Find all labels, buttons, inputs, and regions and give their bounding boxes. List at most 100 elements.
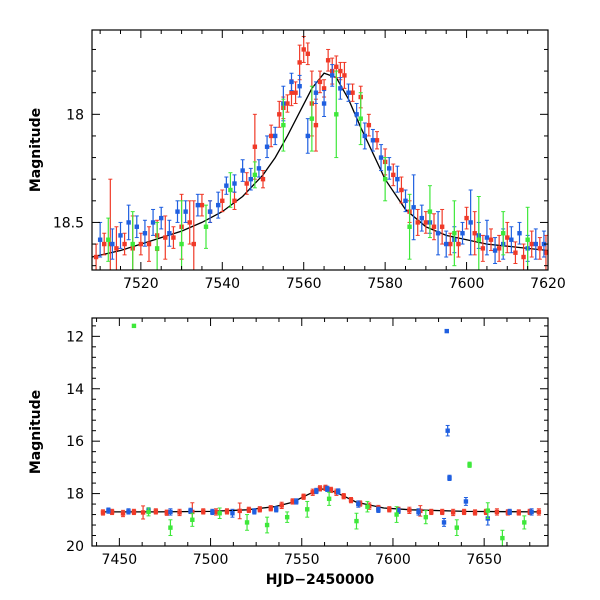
data-point <box>207 209 213 214</box>
data-point <box>484 235 490 240</box>
data-point <box>183 209 188 214</box>
data-point <box>354 112 359 117</box>
data-point <box>423 220 429 225</box>
y-axis-label: Magnitude <box>28 390 44 474</box>
data-point <box>297 60 302 65</box>
data-point <box>488 237 494 242</box>
data-point <box>348 497 354 503</box>
data-point <box>237 508 242 514</box>
data-point <box>305 51 310 56</box>
data-point <box>378 155 384 160</box>
data-point <box>199 202 205 208</box>
data-point <box>325 58 331 63</box>
x-tick-label: 7550 <box>284 552 320 568</box>
x-tick-label: 7450 <box>102 552 138 568</box>
data-point <box>429 509 434 515</box>
data-point <box>522 520 527 525</box>
data-point <box>244 181 249 186</box>
data-point <box>102 241 107 247</box>
data-point <box>179 241 184 247</box>
plot-area <box>100 323 542 546</box>
data-point <box>289 79 294 85</box>
data-point <box>350 90 355 95</box>
data-point <box>485 508 491 513</box>
data-point <box>177 510 182 515</box>
data-point <box>140 510 146 515</box>
data-point <box>382 176 388 182</box>
data-point <box>321 101 327 106</box>
data-point <box>285 101 290 106</box>
data-point <box>217 511 222 516</box>
data-point <box>309 116 315 121</box>
data-point <box>472 231 477 236</box>
y-tick-label: 20 <box>66 539 84 555</box>
y-tick-label: 12 <box>66 329 84 345</box>
data-point <box>167 231 172 236</box>
data-point <box>370 138 376 143</box>
data-point <box>293 90 298 95</box>
x-tick-label: 7620 <box>530 276 566 292</box>
data-point <box>533 241 538 247</box>
data-point <box>159 215 164 221</box>
data-point <box>431 224 437 229</box>
data-point <box>396 508 401 514</box>
data-point <box>213 509 219 515</box>
data-point <box>264 144 270 149</box>
data-point <box>146 509 151 515</box>
x-tick-label: 7650 <box>466 552 502 568</box>
data-point <box>507 509 512 515</box>
data-point <box>93 254 99 260</box>
x-tick-label: 7600 <box>375 552 411 568</box>
x-tick-label: 7520 <box>123 276 159 292</box>
data-point <box>100 510 106 515</box>
data-point <box>501 231 506 236</box>
y-tick-label: 18 <box>66 107 84 123</box>
data-point <box>450 510 456 515</box>
x-tick-label: 7540 <box>204 276 240 292</box>
data-point <box>106 237 111 242</box>
data-point <box>313 122 319 128</box>
y-tick-label: 18 <box>66 487 84 503</box>
data-point <box>374 138 380 143</box>
data-point <box>387 507 392 512</box>
data-point <box>407 508 412 513</box>
data-point <box>301 47 306 52</box>
data-point <box>110 241 115 247</box>
data-point <box>257 507 263 512</box>
data-point <box>411 205 416 210</box>
data-point <box>134 224 139 229</box>
data-point <box>330 73 335 78</box>
data-point <box>354 518 359 524</box>
data-point <box>232 198 237 204</box>
data-point <box>445 428 450 433</box>
data-point <box>97 237 103 242</box>
data-point <box>403 198 408 204</box>
data-point <box>122 241 127 247</box>
x-tick-label: 7560 <box>286 276 322 292</box>
data-point <box>509 237 514 242</box>
data-point <box>294 499 299 504</box>
data-point <box>118 233 123 238</box>
data-point <box>305 507 310 512</box>
data-point <box>480 246 486 251</box>
data-point <box>362 133 367 139</box>
y-tick-label: 18.5 <box>53 215 84 231</box>
data-point <box>334 112 339 117</box>
data-point <box>391 172 396 178</box>
series-2 <box>106 328 534 527</box>
data-point <box>190 517 195 522</box>
data-point <box>138 241 144 247</box>
data-point <box>394 512 399 517</box>
data-point <box>216 202 221 208</box>
data-point <box>252 172 258 178</box>
data-point <box>146 241 152 247</box>
data-point <box>342 73 347 78</box>
data-point <box>268 133 274 139</box>
data-point <box>415 220 420 225</box>
data-point <box>328 487 334 493</box>
plot-area <box>92 35 548 270</box>
data-point <box>301 494 306 499</box>
data-point <box>334 64 339 69</box>
data-point <box>224 509 230 514</box>
